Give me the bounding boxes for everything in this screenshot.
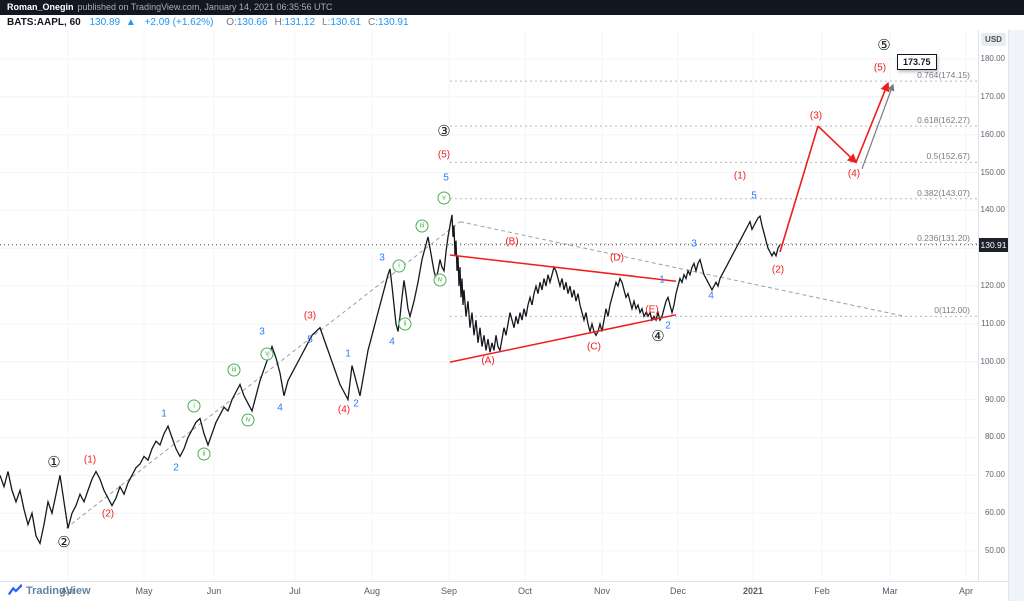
- ohlc-value: 131.12: [284, 17, 316, 28]
- price-tick: 50.00: [984, 546, 1005, 555]
- time-tick: Oct: [517, 586, 533, 596]
- side-toolbar-strip: [1008, 30, 1024, 601]
- price-tick: 70.00: [984, 470, 1005, 480]
- time-tick: Dec: [669, 586, 687, 596]
- time-tick: Apr: [958, 586, 974, 596]
- ohlc-value: 130.66: [236, 17, 268, 28]
- time-tick: Apr: [60, 586, 76, 596]
- time-tick: 2021: [742, 586, 764, 596]
- ohlc-label: C:: [367, 17, 378, 28]
- price-tick: 60.00: [984, 508, 1005, 518]
- chart-area[interactable]: ① ② ③ ④ ⑤ (1) (2) (3) (4) (5) (A) (B) (C) (D) (E) (1) (2…: [0, 30, 978, 581]
- publisher-name[interactable]: Roman_Onegin: [7, 2, 74, 12]
- symbol-bar: BATS:AAPL, 60 130.89 ▲ +2.09 (+1.62%) O:…: [0, 15, 1024, 30]
- symbol-title: BATS:AAPL, 60: [7, 17, 81, 28]
- price-tick: 160.00: [980, 129, 1005, 139]
- time-tick: Aug: [363, 586, 381, 596]
- time-tick: Sep: [440, 586, 458, 596]
- price-tick: 170.00: [980, 91, 1005, 101]
- tradingview-watermark[interactable]: TradingView: [8, 584, 91, 598]
- publish-info: published on TradingView.com, January 14…: [77, 2, 333, 12]
- price-tick: 80.00: [984, 432, 1005, 442]
- price-target-label: 173.75: [897, 54, 937, 70]
- time-tick: Nov: [593, 586, 611, 596]
- ohlc-value: 130.91: [377, 17, 409, 28]
- current-price-label: 130.91: [979, 237, 1008, 252]
- ohlc-values: O:130.66 H:131.12 L:130.61 C:130.91: [222, 17, 411, 28]
- ohlc-label: O:: [226, 17, 237, 28]
- last-price: 130.89: [89, 17, 121, 28]
- time-tick: May: [135, 586, 153, 596]
- price-up-arrow-icon: ▲: [125, 17, 136, 28]
- time-axis[interactable]: TradingView Apr May Jun Jul Aug Sep Oct Nov Dec 2…: [0, 581, 1008, 601]
- price-tick: 140.00: [980, 205, 1005, 215]
- price-axis[interactable]: USD 180.00170.00160.00150.00140.00130.00…: [978, 30, 1008, 581]
- time-tick: Jul: [289, 586, 301, 596]
- price-tick: 100.00: [980, 356, 1005, 366]
- price-chart-canvas[interactable]: [0, 30, 978, 581]
- price-change: +2.09 (+1.62%): [144, 17, 214, 28]
- watermark-text: TradingView: [26, 585, 91, 597]
- tradingview-logo-icon: [8, 584, 22, 596]
- price-tick: 90.00: [984, 394, 1005, 404]
- ohlc-label: L:: [322, 17, 331, 28]
- ohlc-value: 130.61: [330, 17, 361, 28]
- time-tick: Feb: [814, 586, 830, 596]
- currency-button[interactable]: USD: [981, 33, 1006, 46]
- time-tick: Mar: [882, 586, 898, 596]
- price-tick: 120.00: [980, 281, 1005, 291]
- price-tick: 150.00: [980, 167, 1005, 177]
- price-tick: 110.00: [981, 318, 1005, 328]
- price-tick: 180.00: [980, 54, 1005, 63]
- time-tick: Jun: [206, 586, 222, 596]
- publish-header: Roman_Onegin published on TradingView.com…: [0, 0, 1024, 15]
- ohlc-label: H:: [274, 17, 285, 28]
